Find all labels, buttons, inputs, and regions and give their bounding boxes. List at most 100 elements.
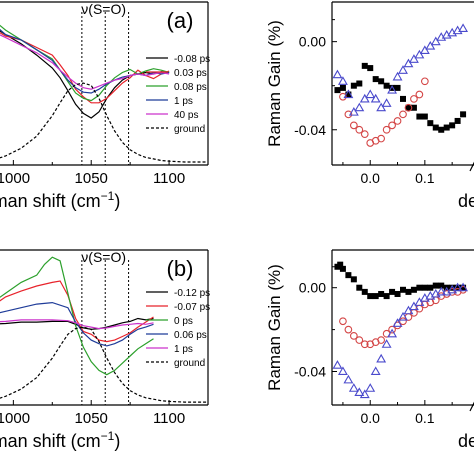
- data-point-triangle: [430, 36, 441, 46]
- spectrum-series-line: [0, 319, 154, 330]
- data-point-circle: [339, 92, 347, 101]
- data-point-square: [438, 126, 445, 133]
- data-point-triangle: [458, 282, 469, 292]
- data-point-square: [350, 82, 357, 89]
- data-point-square: [460, 284, 467, 291]
- spectrum-series-line: [0, 301, 154, 347]
- spectrum-series-line: [0, 256, 154, 376]
- y-axis-label: Raman Gain (%): [265, 20, 284, 147]
- legend-label: 1 ps: [174, 96, 193, 107]
- data-point-triangle: [348, 107, 359, 116]
- legend-label: -0.07 ps: [174, 302, 210, 313]
- data-point-circle: [377, 134, 386, 143]
- x-axis-label-text: Raman shift (cm: [0, 431, 101, 451]
- data-point-square: [378, 78, 385, 85]
- spectrum-series-line: [0, 34, 170, 90]
- panel-label: (b): [167, 256, 194, 281]
- axis-break-mark: [469, 401, 474, 412]
- x-axis-label-superscript: −1: [101, 429, 115, 443]
- data-point-triangle: [354, 387, 365, 396]
- data-point-square: [356, 284, 363, 291]
- spectrum-series-line: [0, 280, 154, 343]
- y-axis-label: Raman Gain (%): [265, 264, 284, 391]
- data-point-circle: [360, 130, 369, 139]
- legend-label: 0.08 ps: [174, 82, 207, 93]
- data-point-triangle: [370, 93, 381, 103]
- data-point-square: [410, 286, 417, 293]
- data-point-square: [394, 290, 401, 297]
- data-point-square: [334, 87, 341, 94]
- legend-label: ground: [174, 358, 205, 369]
- data-point-square: [394, 84, 401, 91]
- spectrum-series-line: [0, 326, 208, 403]
- data-point-circle: [420, 77, 429, 86]
- legend-label: -0.12 ps: [174, 288, 210, 299]
- data-point-circle: [377, 336, 386, 344]
- data-point-square: [361, 288, 368, 295]
- panel-label: (a): [167, 8, 194, 33]
- data-point-square: [356, 80, 363, 87]
- data-point-square: [421, 284, 428, 291]
- data-point-triangle: [381, 98, 392, 107]
- data-point-triangle: [370, 366, 381, 376]
- data-point-square: [389, 288, 396, 295]
- data-point-square: [383, 82, 390, 89]
- x-tick-label: 1050: [75, 170, 108, 187]
- data-point-circle: [393, 117, 402, 125]
- data-point-square: [421, 113, 428, 120]
- legend-label: 40 ps: [174, 110, 198, 121]
- legend-label: 0 ps: [174, 316, 193, 327]
- data-point-triangle: [425, 40, 436, 50]
- data-point-triangle: [392, 71, 403, 81]
- data-point-square: [367, 65, 374, 72]
- y-tick-label: -0.04: [294, 122, 326, 138]
- data-point-circle: [388, 325, 396, 334]
- data-point-circle: [355, 336, 364, 344]
- data-point-square: [405, 288, 412, 295]
- x-axis-label: Raman shift (cm−1): [0, 189, 120, 211]
- legend-label: 0.03 ps: [174, 68, 207, 79]
- legend-label: 0.06 ps: [174, 330, 207, 341]
- data-point-square: [438, 282, 445, 289]
- data-point-square: [400, 95, 406, 102]
- x-axis-label-text: Raman shift (cm: [0, 191, 101, 211]
- data-point-triangle: [403, 58, 414, 68]
- band-annotation: ν(S=O): [81, 1, 126, 17]
- data-point-square: [367, 293, 374, 300]
- x-axis-label-close: ): [114, 191, 120, 211]
- data-point-square: [410, 104, 417, 111]
- y-tick-label: -0.04: [294, 363, 326, 379]
- data-point-circle: [349, 332, 358, 340]
- data-point-triangle: [359, 93, 370, 103]
- x-tick-label: 0.1: [415, 410, 435, 426]
- data-point-square: [345, 272, 352, 279]
- spectrum-series-line: [0, 82, 208, 163]
- data-point-circle: [344, 325, 353, 334]
- x-axis-label-close: ): [114, 431, 120, 451]
- data-point-square: [449, 284, 456, 291]
- data-point-square: [405, 104, 412, 111]
- data-point-circle: [388, 121, 396, 130]
- data-point-circle: [382, 125, 391, 134]
- data-point-circle: [399, 110, 407, 119]
- x-tick-label: 0.1: [415, 170, 435, 186]
- x-tick-label: 1000: [0, 170, 30, 187]
- data-point-square: [372, 76, 379, 83]
- data-point-triangle: [337, 76, 348, 85]
- data-point-square: [345, 91, 352, 98]
- data-point-triangle: [398, 65, 408, 74]
- x-axis-label: de: [458, 191, 474, 211]
- band-annotation: ν(S=O): [81, 249, 126, 265]
- spectra-panel-b: 1000 1050 1100 Raman shift (cm−1) ν(S=O) (b) -…: [0, 249, 210, 451]
- data-point-square: [454, 117, 461, 124]
- data-point-circle: [415, 90, 424, 99]
- legend-label: ground: [174, 124, 205, 135]
- data-point-square: [361, 62, 368, 69]
- x-tick-label: 0.0: [360, 410, 380, 426]
- data-point-circle: [404, 103, 413, 112]
- data-point-triangle: [337, 366, 348, 376]
- data-point-triangle: [387, 84, 398, 94]
- data-point-triangle: [414, 297, 425, 306]
- data-point-circle: [355, 125, 364, 134]
